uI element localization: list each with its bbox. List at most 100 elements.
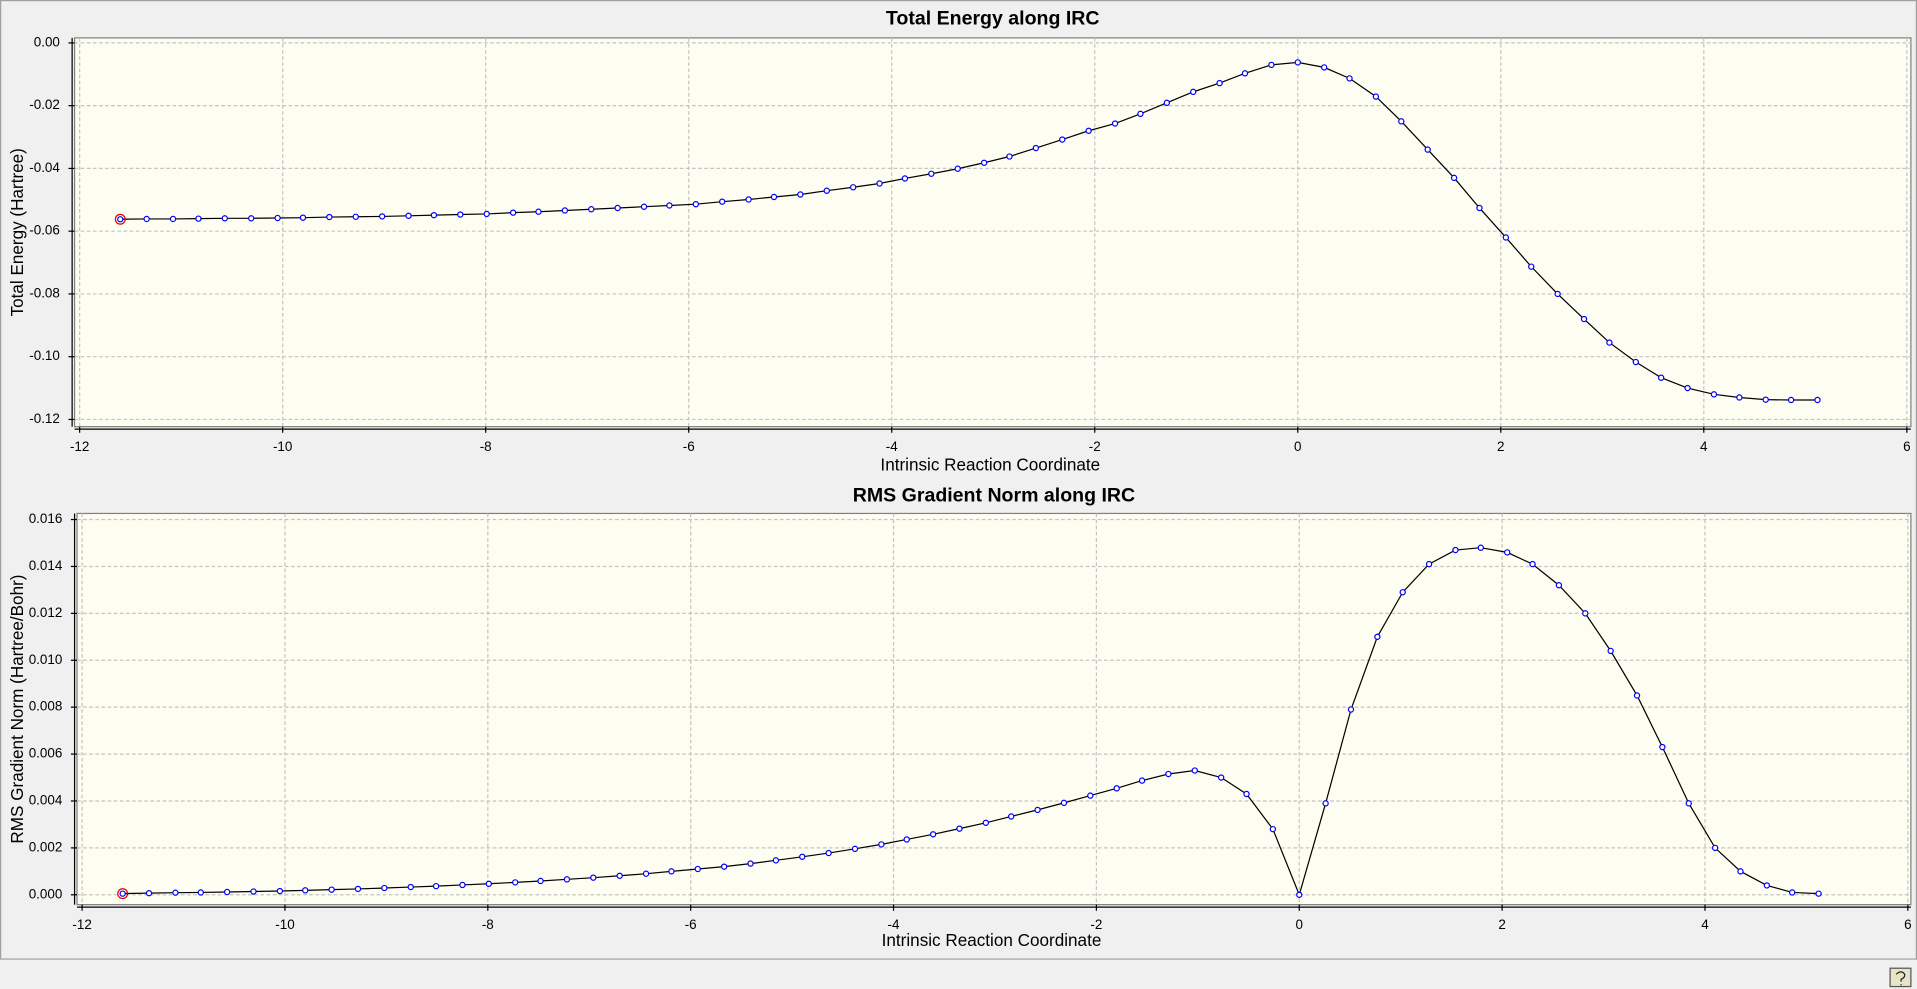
data-point <box>1191 767 1198 774</box>
help-icon[interactable] <box>1889 967 1912 988</box>
data-point <box>1763 882 1771 889</box>
data-point <box>1296 891 1303 898</box>
y-tick-label: -0.02 <box>29 97 60 112</box>
data-point <box>1554 290 1561 298</box>
plot-area <box>76 512 1912 906</box>
y-tick-label: 0.012 <box>29 605 63 620</box>
data-point <box>1032 144 1040 152</box>
data-point <box>692 201 699 208</box>
data-point <box>274 214 281 222</box>
data-point <box>1684 384 1691 392</box>
data-point <box>405 212 412 219</box>
data-point <box>1111 120 1119 127</box>
x-tick-label: -10 <box>275 917 294 932</box>
y-tick-label: 0.00 <box>34 34 60 49</box>
data-point <box>1789 889 1796 896</box>
x-tick-label: -2 <box>1089 439 1101 454</box>
data-point <box>1059 136 1066 143</box>
data-point <box>509 209 517 216</box>
data-point <box>145 889 153 897</box>
data-point <box>1087 792 1094 799</box>
data-point <box>982 819 990 826</box>
data-point <box>720 863 728 870</box>
data-point <box>876 180 883 187</box>
plots: Total Energy along IRC Intrinsic Reaction… <box>8 8 1912 950</box>
data-point <box>980 159 988 166</box>
data-point <box>561 207 569 214</box>
data-point <box>407 883 414 891</box>
x-tick-label: 4 <box>1700 439 1708 454</box>
y-tick-label: 0.014 <box>29 558 63 573</box>
y-tick-label: 0.016 <box>29 511 63 526</box>
data-point <box>563 876 571 883</box>
data-point <box>1528 263 1535 270</box>
data-point <box>745 196 752 203</box>
data-point <box>666 202 673 209</box>
data-point <box>590 874 597 881</box>
data-point <box>535 208 542 215</box>
y-tick-label: 0.006 <box>29 746 63 761</box>
data-point <box>1346 75 1353 82</box>
y-tick-label: 0.004 <box>29 793 63 808</box>
data-point <box>1657 374 1665 381</box>
data-point <box>1736 394 1743 401</box>
data-point <box>1476 204 1483 212</box>
x-axis-label: Intrinsic Reaction Coordinate <box>882 931 1102 950</box>
data-point <box>797 191 804 198</box>
y-tick-label: -0.06 <box>29 223 60 238</box>
data-point <box>1320 64 1328 71</box>
data-point <box>588 206 595 213</box>
data-point <box>878 841 885 848</box>
data-point <box>1450 174 1458 182</box>
y-axis-label: RMS Gradient Norm (Hartree/Bohr) <box>8 575 27 844</box>
data-point <box>1632 358 1639 366</box>
data-point <box>1477 544 1485 551</box>
data-point <box>250 888 257 895</box>
data-point <box>1502 234 1510 241</box>
data-point <box>1555 582 1563 589</box>
data-point <box>195 215 202 222</box>
data-point <box>1787 396 1795 404</box>
data-point <box>299 214 307 221</box>
x-tick-label: 4 <box>1701 917 1709 932</box>
x-tick-label: -12 <box>70 439 89 454</box>
y-tick-label: 0.002 <box>29 839 63 854</box>
data-point <box>616 872 623 879</box>
data-point <box>1165 770 1172 778</box>
x-axis-label: Intrinsic Reaction Coordinate <box>880 455 1100 474</box>
data-point <box>901 175 909 182</box>
x-tick-label: 2 <box>1497 439 1504 454</box>
x-tick-label: -8 <box>480 439 492 454</box>
data-point <box>197 889 204 896</box>
plot-area <box>73 37 1912 428</box>
chart-title: Total Energy along IRC <box>886 8 1100 30</box>
y-tick-label: 0.010 <box>29 652 63 667</box>
data-point <box>928 170 935 177</box>
x-tick-label: 6 <box>1904 917 1911 932</box>
data-point <box>640 203 648 210</box>
data-point <box>1347 706 1355 713</box>
data-point <box>352 213 359 220</box>
data-point <box>1294 59 1301 66</box>
help-glyph <box>1895 971 1906 986</box>
data-point <box>903 836 910 843</box>
data-point <box>485 880 493 887</box>
data-point <box>1113 785 1120 792</box>
data-point <box>1710 391 1718 398</box>
data-point <box>221 215 228 222</box>
x-tick-label: -4 <box>886 439 898 454</box>
data-point <box>483 210 490 218</box>
data-point <box>1138 777 1146 784</box>
data-point <box>169 215 177 223</box>
help-button[interactable] <box>1889 967 1912 988</box>
data-point <box>1006 153 1013 160</box>
data-point <box>1398 118 1405 125</box>
data-point <box>1137 110 1144 118</box>
data-point <box>1711 844 1719 852</box>
data-point <box>1269 825 1277 833</box>
data-point <box>1085 127 1092 134</box>
x-tick-label: -10 <box>273 439 292 454</box>
data-point <box>1814 396 1821 404</box>
data-point <box>823 187 830 194</box>
